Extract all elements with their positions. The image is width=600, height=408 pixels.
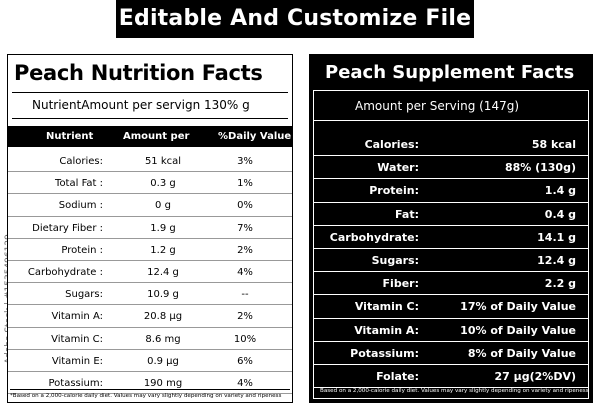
nutrient-name: Fiber: (382, 277, 419, 291)
serving-subtitle: NutrientAmount per servign 130% g (32, 98, 250, 112)
table-row: Total Fat : 0.3 g 1% (8, 172, 292, 195)
nutrient-daily-value: 0% (237, 200, 253, 212)
nutrient-name: Vitamin E: (51, 355, 103, 367)
table-row: Vitamin C: 17% of Daily Value (314, 295, 588, 319)
nutrient-value: 14.1 g (537, 230, 576, 244)
table-row: Protein : 1.2 g 2% (8, 239, 292, 261)
nutrient-daily-value: 2% (237, 311, 253, 323)
nutrient-name: Sodium : (58, 200, 103, 212)
nutrient-amount: 8.6 mg (145, 333, 181, 345)
nutrient-value: 58 kcal (531, 138, 576, 151)
nutrient-daily-value: 3% (237, 156, 253, 167)
table-row: Calories: 51 kcal 3% (8, 150, 292, 173)
nutrient-name: Vitamin A: (51, 311, 103, 323)
right-footnote: Based on a 2,000-calorie daily diet. Val… (320, 388, 589, 394)
nutrition-table-body: Calories: 51 kcal 3% Total Fat : 0.3 g 1% So… (8, 150, 292, 395)
nutrient-value: 0.4 g (544, 207, 576, 221)
left-footnote: *Based on a 2,000-calorie daily diet. Va… (10, 389, 290, 399)
nutrient-name: Water: (377, 161, 419, 175)
nutrient-amount: 51 kcal (144, 156, 182, 167)
nutrient-amount: 0.3 g (150, 178, 176, 190)
nutrient-name: Calories: (59, 156, 103, 167)
table-row: Calories: 58 kcal (314, 133, 588, 157)
supplement-facts-title: Peach Supplement Facts (325, 62, 575, 83)
nutrient-daily-value: 4% (237, 266, 253, 278)
supplement-facts-frame: Amount per Serving (147g) Calories: 58 kc… (313, 90, 589, 399)
divider (12, 92, 288, 93)
nutrient-name: Potassium: (350, 346, 419, 360)
nutrient-name: Folate: (376, 369, 419, 383)
header-amount: Amount per (123, 131, 190, 142)
nutrient-name: Carbohydrate : (27, 266, 103, 278)
supplement-table-body: Calories: 58 kcal Water: 88% (130g) Protei… (314, 133, 588, 389)
table-row: Water: 88% (130g) (314, 156, 588, 180)
table-row: Carbohydrate: 14.1 g (314, 226, 588, 249)
table-row: Potassium: 8% of Daily Value (314, 342, 588, 365)
nutrient-name: Vitamin C: (51, 333, 103, 345)
table-row: Carbohydrate : 12.4 g 4% (8, 261, 292, 284)
table-row: Sugars: 10.9 g -- (8, 283, 292, 306)
nutrient-amount: 20.8 µg (143, 311, 183, 323)
nutrient-daily-value: 7% (237, 222, 253, 234)
table-row: Fiber: 2.2 g (314, 272, 588, 296)
nutrient-value: 27 µg(2%DV) (494, 369, 576, 383)
nutrient-name: Sugars: (371, 253, 419, 267)
header-daily-value: %Daily Value (218, 131, 292, 142)
divider (314, 120, 588, 121)
nutrient-amount: 0 g (155, 200, 171, 212)
nutrient-daily-value: 10% (233, 333, 257, 345)
nutrient-name: Vitamin A: (354, 323, 419, 337)
nutrient-name: Dietary Fiber : (32, 222, 103, 234)
nutrient-name: Carbohydrate: (329, 230, 419, 244)
table-row: Vitamin A: 10% of Daily Value (314, 319, 588, 342)
page-banner-title: Editable And Customize File (116, 0, 474, 38)
nutrient-name: Protein: (369, 184, 419, 198)
table-row: Fat: 0.4 g (314, 203, 588, 226)
nutrient-amount: 0.9 µg (147, 355, 179, 367)
nutrient-name: Protein : (61, 244, 103, 256)
divider (12, 118, 288, 119)
nutrient-value: 12.4 g (537, 253, 576, 267)
nutrient-value: 1.4 g (544, 184, 576, 198)
nutrient-name: Sugars: (65, 289, 103, 301)
nutrient-name: Calories: (364, 138, 419, 151)
nutrient-daily-value: 4% (237, 377, 253, 389)
nutrient-name: Fat: (395, 207, 419, 221)
nutrient-value: 10% of Daily Value (460, 323, 576, 337)
nutrient-name: Potassium: (48, 377, 104, 389)
nutrient-value: 2.2 g (544, 277, 576, 291)
nutrition-facts-label: Peach Nutrition Facts NutrientAmount per… (7, 54, 293, 403)
table-row: Sugars: 12.4 g (314, 249, 588, 273)
nutrient-daily-value: 6% (237, 355, 253, 367)
nutrient-amount: 12.4 g (147, 266, 179, 278)
nutrient-amount: 1.2 g (150, 244, 176, 256)
nutrient-name: Vitamin C: (354, 300, 419, 314)
nutrient-daily-value: 2% (237, 244, 253, 256)
table-row: Dietary Fiber : 1.9 g 7% (8, 217, 292, 239)
table-header: Nutrient Amount per %Daily Value (8, 126, 292, 147)
table-row: Potassium: 190 mg 4% (8, 372, 292, 395)
header-nutrient: Nutrient (46, 131, 94, 142)
nutrient-amount: 190 mg (143, 377, 183, 389)
nutrient-daily-value: 1% (237, 178, 253, 190)
nutrient-amount: 1.9 g (150, 222, 176, 234)
table-row: Vitamin E: 0.9 µg 6% (8, 350, 292, 372)
supplement-facts-label: Peach Supplement Facts Amount per Servin… (309, 54, 593, 403)
nutrient-name: Total Fat : (55, 178, 103, 190)
nutrient-value: 8% of Daily Value (467, 346, 576, 360)
table-row: Sodium : 0 g 0% (8, 194, 292, 217)
nutrient-value: 17% of Daily Value (460, 300, 576, 314)
nutrient-amount: 10.9 g (147, 289, 179, 301)
nutrient-daily-value: -- (241, 289, 249, 301)
table-row: Vitamin A: 20.8 µg 2% (8, 305, 292, 328)
serving-subtitle: Amount per Serving (147g) (355, 99, 520, 113)
table-row: Protein: 1.4 g (314, 179, 588, 203)
table-row: Vitamin C: 8.6 mg 10% (8, 328, 292, 350)
nutrient-value: 88% (130g) (504, 161, 576, 175)
nutrition-facts-title: Peach Nutrition Facts (14, 61, 263, 85)
table-row: Folate: 27 µg(2%DV) (314, 365, 588, 389)
